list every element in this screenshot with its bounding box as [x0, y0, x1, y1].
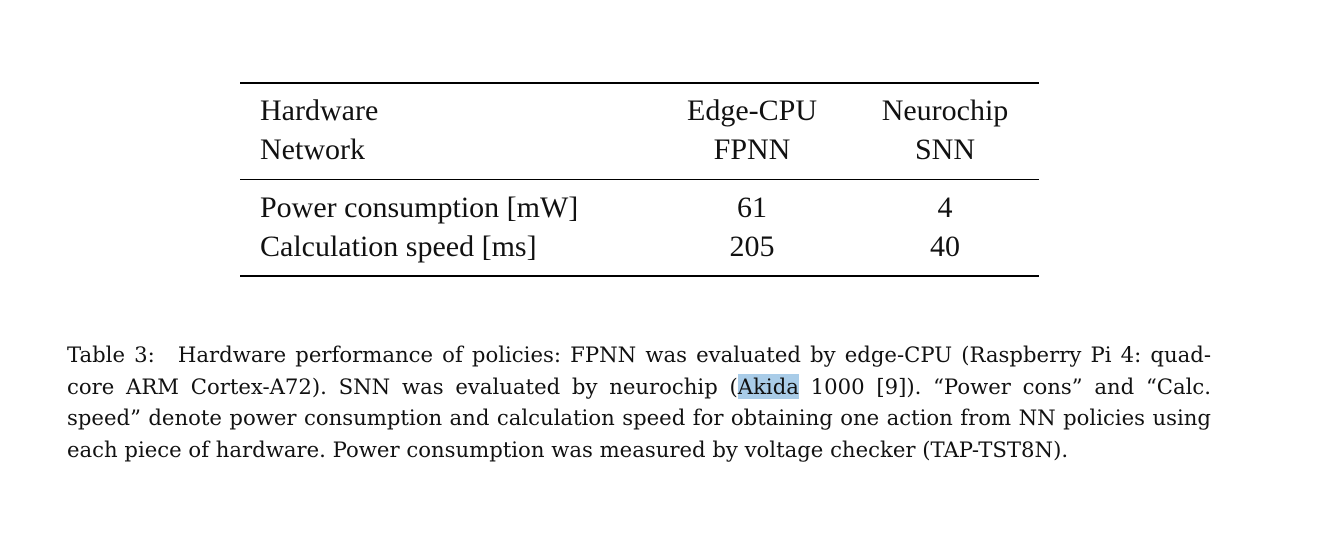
table-bottom-rule — [240, 275, 1039, 277]
row-speed-neurochip: 40 — [930, 230, 960, 263]
table-mid-rule — [240, 179, 1039, 180]
header-fpnn: FPNN — [713, 133, 791, 166]
caption-label: Table 3: — [67, 342, 155, 367]
table-caption: Table 3: Hardware performance of policie… — [67, 339, 1211, 465]
row-speed-label: Calculation speed [ms] — [260, 230, 537, 263]
row-power-neurochip: 4 — [937, 191, 953, 224]
caption-text-part2: 1000 [9]). “Power cons” and “Calc. speed… — [67, 373, 1212, 462]
table-top-rule — [240, 82, 1039, 84]
row-power-label: Power consumption [mW] — [260, 191, 579, 224]
header-snn: SNN — [914, 133, 975, 166]
header-edge-cpu: Edge-CPU — [687, 94, 817, 127]
header-hardware-label: Hardware — [260, 94, 379, 127]
header-network-label: Network — [260, 133, 365, 166]
caption-highlighted-word[interactable]: Akida — [737, 373, 799, 399]
row-power-edge-cpu: 61 — [737, 191, 767, 224]
header-neurochip: Neurochip — [881, 94, 1009, 127]
row-speed-edge-cpu: 205 — [729, 230, 775, 263]
caption-text-part1: Hardware performance of policies: FPNN w… — [67, 342, 1211, 399]
